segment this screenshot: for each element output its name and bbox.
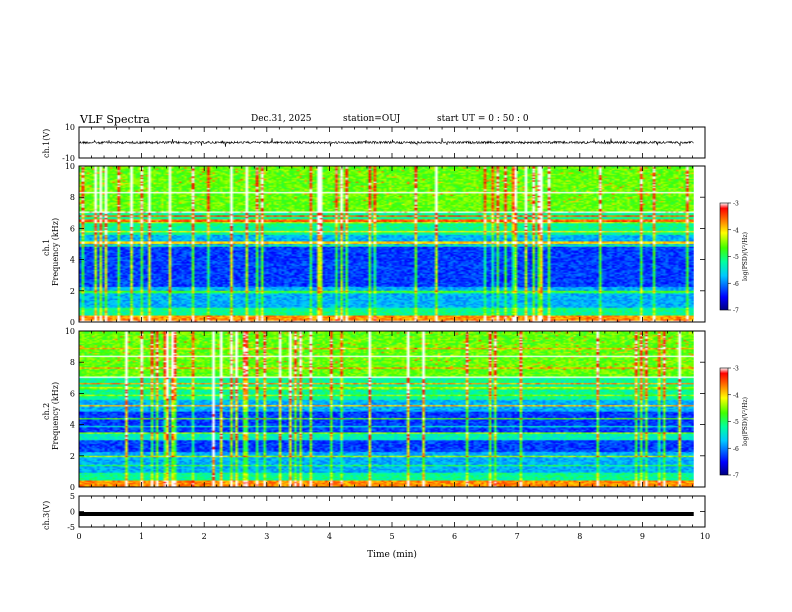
ch3-waveform-ytick-label: -5: [67, 523, 75, 532]
x-tick-label: 3: [264, 532, 269, 541]
ch1-spectrogram-ytick-label: 2: [70, 287, 75, 296]
ch3-waveform-ytick-label: 0: [70, 508, 75, 517]
ch1-spectrogram-ytick-label: 6: [70, 224, 75, 233]
ch2-spectrogram-colorbar-label: log(PSD)(V²/Hz): [742, 397, 749, 446]
ch1-spectrogram-colorbar-label: log(PSD)(V²/Hz): [742, 232, 749, 281]
ch2-spectrogram-colorbar-tick-label: -6: [733, 446, 739, 453]
ch1-spectrogram-ytick-label: 4: [70, 256, 75, 265]
chart-title: VLF Spectra: [80, 113, 150, 126]
ch2-spectrogram-ytick-label: 2: [70, 452, 75, 461]
ch2-spectrogram-colorbar-tick-label: -5: [733, 419, 739, 426]
ch1-spectrogram-colorbar: [719, 202, 729, 311]
x-tick-label: 9: [640, 532, 645, 541]
ch1-spectrogram-ytick-label: 0: [70, 318, 75, 327]
ch1-spectrogram-colorbar-tick-label: -3: [733, 201, 739, 208]
ch1-spectrogram-image: [79, 166, 694, 322]
ch2-spectrogram-image: [79, 331, 694, 487]
ch2-spectrogram-ytick-label: 10: [65, 327, 75, 336]
x-axis-label: Time (min): [367, 549, 417, 560]
ch2-spectrogram-ytick-label: 4: [70, 421, 75, 430]
ch1-spectrogram-ytick-label: 8: [70, 193, 75, 202]
ch2-spectrogram-colorbar-tick-label: -7: [733, 473, 739, 480]
ch1-spectrogram-colorbar-tick-label: -6: [733, 281, 739, 288]
ch2-spectrogram-ytick-label: 8: [70, 358, 75, 367]
ch2-spectrogram-ytick-label: 6: [70, 389, 75, 398]
x-tick-label: 4: [327, 532, 332, 541]
x-tick-label: 5: [389, 532, 394, 541]
ch1-waveform-ytick-label: -10: [62, 154, 75, 163]
x-tick-label: 10: [700, 532, 710, 541]
ch1-spectrogram-colorbar-tick-label: -7: [733, 308, 739, 315]
ch2-spectrogram-colorbar-tick-label: -4: [733, 392, 739, 399]
ch1-waveform-ytick-label: 10: [65, 123, 75, 132]
start-time-label: start UT = 0 : 50 : 0: [437, 114, 529, 124]
x-tick-label: 7: [515, 532, 520, 541]
ch2-spectrogram-colorbar-tick-label: -3: [733, 366, 739, 373]
ch1-waveform-line: [78, 137, 694, 147]
station-label: station=OUJ: [343, 114, 401, 124]
ch1-spectrogram-colorbar-tick-label: -4: [733, 227, 739, 234]
x-tick-label: 1: [139, 532, 144, 541]
x-tick-label: 6: [452, 532, 457, 541]
ch1-spectrogram-colorbar-tick-label: -5: [733, 254, 739, 261]
ch2-spectrogram-colorbar: [719, 367, 729, 476]
x-tick-label: 2: [202, 532, 207, 541]
x-tick-label: 0: [76, 532, 81, 541]
ch3-waveform-ytick-label: 5: [70, 492, 75, 501]
x-tick-label: 8: [577, 532, 582, 541]
ch2-spectrogram-ytick-label: 0: [70, 483, 75, 492]
ch1-spectrogram-ytick-label: 10: [65, 162, 75, 171]
date-label: Dec.31, 2025: [251, 114, 312, 124]
